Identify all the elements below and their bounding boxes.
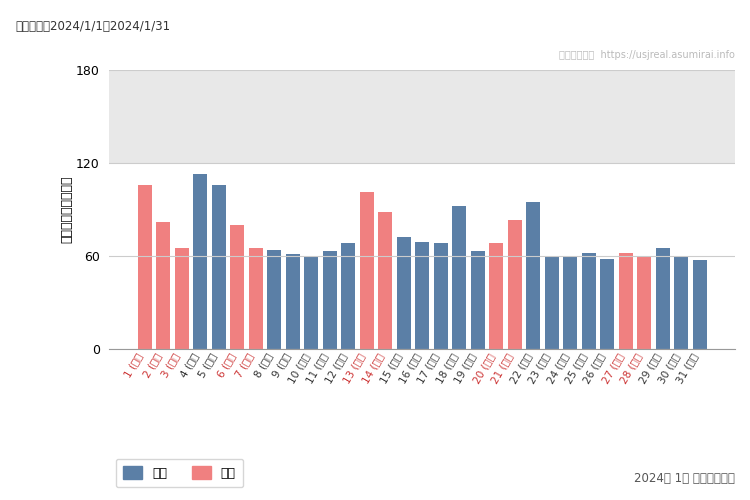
Bar <box>693 260 706 348</box>
Bar <box>341 244 356 348</box>
Bar <box>508 220 521 348</box>
Bar <box>638 258 651 348</box>
Bar <box>304 258 318 348</box>
Y-axis label: 平均待ち時間（分）: 平均待ち時間（分） <box>60 176 73 243</box>
Bar <box>619 252 632 348</box>
Bar <box>360 192 374 348</box>
Bar <box>230 225 244 348</box>
Bar <box>249 248 262 348</box>
Bar <box>378 212 392 348</box>
Bar <box>156 222 170 348</box>
Bar <box>322 251 337 348</box>
Bar <box>433 244 448 348</box>
Bar <box>211 184 226 348</box>
Bar <box>674 256 688 348</box>
Bar <box>194 174 207 348</box>
Bar <box>175 248 189 348</box>
Bar <box>267 250 281 348</box>
Bar <box>110 70 735 163</box>
Bar <box>563 256 577 348</box>
Legend: 平日, 休日: 平日, 休日 <box>116 458 243 488</box>
Bar <box>471 251 484 348</box>
Bar <box>600 259 614 348</box>
Bar <box>526 202 540 348</box>
Bar <box>286 254 300 348</box>
Text: ユニバリアル  https://usjreal.asumirai.info: ユニバリアル https://usjreal.asumirai.info <box>559 50 735 60</box>
Bar <box>489 244 503 348</box>
Text: 2024年 1月 平均待ち時間: 2024年 1月 平均待ち時間 <box>634 472 735 485</box>
Bar <box>452 206 466 348</box>
Text: 集計期間：2024/1/1〜2024/1/31: 集計期間：2024/1/1〜2024/1/31 <box>15 20 170 33</box>
Bar <box>138 184 152 348</box>
Bar <box>544 256 559 348</box>
Bar <box>397 237 411 348</box>
Bar <box>656 248 670 348</box>
Bar <box>582 252 596 348</box>
Bar <box>416 242 429 348</box>
